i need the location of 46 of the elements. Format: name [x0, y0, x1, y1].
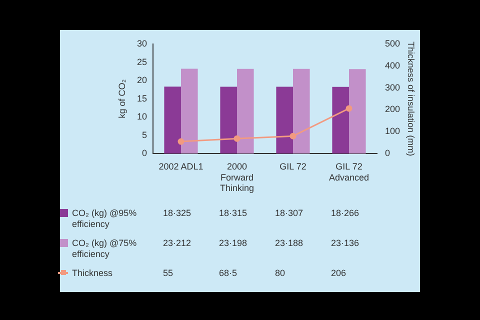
y-tick-label: 30	[136, 38, 147, 48]
y2-tick-label: 100	[385, 126, 400, 136]
y-axis-title: kg of CO₂	[116, 78, 127, 118]
data-label: 18·315	[219, 208, 248, 218]
y-tick-label: 25	[136, 56, 147, 67]
point	[178, 138, 184, 145]
bar	[164, 86, 181, 154]
bar	[332, 86, 349, 154]
data-label: 23·188	[275, 238, 304, 248]
bar	[220, 86, 237, 154]
y-tick-label: 0	[142, 148, 147, 158]
data-label: 206	[331, 268, 346, 278]
y2-tick-label: 0	[385, 148, 390, 158]
data-label: 80	[275, 268, 286, 278]
data-label: 18·307	[275, 208, 304, 218]
bar	[181, 68, 198, 154]
data-label: 23·198	[219, 238, 248, 248]
bar	[276, 86, 293, 154]
legend-label: Thickness	[72, 268, 114, 279]
y-tick-label: 10	[136, 112, 147, 122]
x-tick-label: 2000 Forward Thinking	[220, 161, 254, 194]
y2-tick-label: 200	[385, 104, 400, 114]
data-label: 18·266	[331, 208, 360, 218]
bar	[349, 69, 366, 154]
y2-tick-label: 300	[385, 82, 400, 92]
y2-tick-label: 500	[385, 38, 400, 48]
data-label: 68·5	[219, 268, 238, 278]
point	[290, 132, 296, 140]
data-label: 18·325	[163, 208, 192, 218]
y-tick-label: 20	[136, 75, 147, 86]
y-tick-label: 15	[136, 93, 147, 104]
y2-axis-title: Thickness of insulation (mm)	[406, 42, 416, 156]
data-label: 23·212	[163, 238, 192, 248]
bar	[237, 68, 254, 154]
legend-label: CO₂ (kg) @95% efficiency	[72, 208, 138, 230]
point	[234, 135, 240, 142]
x-tick-label: 2002 ADL1	[158, 161, 204, 172]
data-label: 55	[163, 268, 174, 278]
legend-label: CO₂ (kg) @75% efficiency	[72, 238, 138, 260]
y-tick-label: 5	[142, 130, 147, 140]
bar	[293, 68, 310, 154]
x-tick-label: GIL 72 Advanced	[328, 161, 370, 182]
x-tick-label: GIL 72	[280, 161, 306, 172]
point	[346, 105, 352, 112]
data-label: 23·136	[331, 238, 360, 248]
y2-tick-label: 400	[385, 60, 400, 70]
